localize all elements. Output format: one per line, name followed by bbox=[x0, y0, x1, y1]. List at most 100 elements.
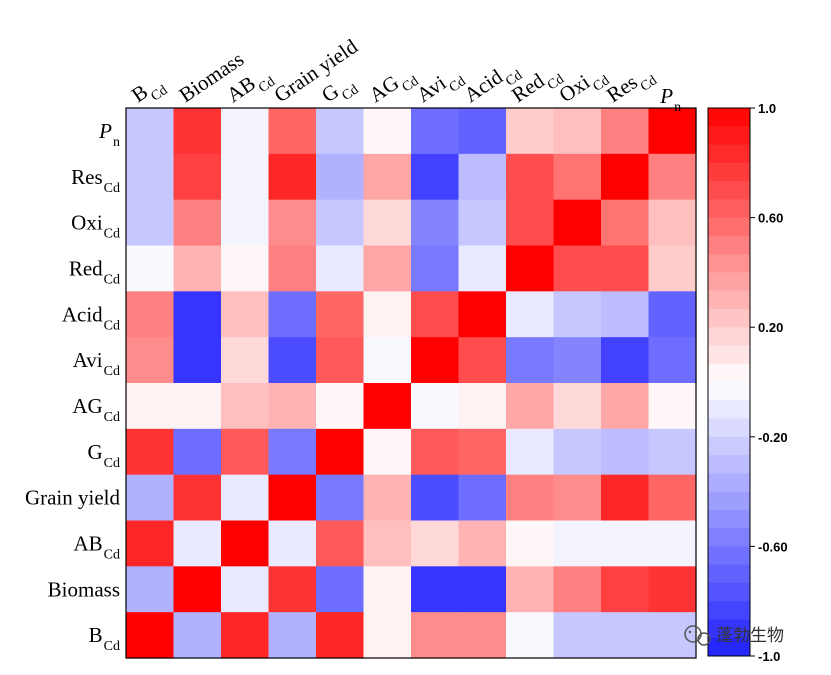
heatmap-cell bbox=[506, 245, 555, 292]
watermark: 蓬勃生物 bbox=[684, 625, 784, 646]
heatmap-cell bbox=[126, 199, 175, 247]
colorbar-tick-label: -0.60 bbox=[758, 539, 788, 554]
heatmap-cell bbox=[221, 383, 270, 430]
heatmap-cell bbox=[601, 245, 650, 292]
colorbar-step bbox=[708, 455, 750, 474]
colorbar-step bbox=[708, 126, 750, 146]
colorbar-step bbox=[708, 619, 750, 639]
heatmap-cell bbox=[126, 337, 175, 384]
heatmap-cell bbox=[601, 612, 650, 659]
colorbar-step bbox=[708, 144, 750, 164]
colorbar-step bbox=[708, 363, 750, 383]
heatmap-cell bbox=[458, 566, 507, 613]
heatmap-cell bbox=[363, 612, 412, 659]
heatmap-cell bbox=[173, 520, 222, 567]
heatmap-cell bbox=[363, 474, 412, 522]
heatmap-cell bbox=[126, 566, 175, 613]
heatmap-cell bbox=[458, 520, 507, 567]
heatmap-cell bbox=[173, 474, 222, 522]
colorbar-step bbox=[708, 564, 750, 584]
heatmap-cell bbox=[316, 153, 365, 201]
heatmap-cell bbox=[363, 199, 412, 247]
heatmap-cell bbox=[268, 612, 317, 659]
colorbar-step bbox=[708, 436, 750, 456]
colorbar-step bbox=[708, 601, 750, 620]
colorbar-step bbox=[708, 528, 750, 547]
heatmap-cell bbox=[648, 428, 697, 476]
heatmap-cell bbox=[553, 520, 602, 567]
heatmap-cell bbox=[173, 153, 222, 201]
heatmap-cell bbox=[411, 337, 460, 384]
y-axis-label: AGCd bbox=[72, 394, 120, 425]
heatmap-cell bbox=[173, 291, 222, 338]
heatmap-cell bbox=[411, 199, 460, 247]
heatmap-cell bbox=[316, 337, 365, 384]
heatmap-cell bbox=[411, 520, 460, 567]
heatmap-cell bbox=[363, 566, 412, 613]
heatmap-cell bbox=[601, 108, 650, 155]
heatmap-cell bbox=[126, 383, 175, 430]
heatmap-cell bbox=[648, 520, 697, 567]
heatmap-cell bbox=[506, 520, 555, 567]
colorbar-step bbox=[708, 491, 750, 511]
colorbar-step bbox=[708, 637, 750, 657]
heatmap-cell bbox=[506, 108, 555, 155]
heatmap-cell bbox=[648, 291, 697, 338]
heatmap-cell bbox=[221, 291, 270, 338]
heatmap-cell bbox=[648, 566, 697, 613]
heatmap-cell bbox=[601, 199, 650, 247]
y-axis-label: OxiCd bbox=[71, 211, 120, 242]
heatmap-cell bbox=[553, 612, 602, 659]
heatmap-cell bbox=[268, 291, 317, 338]
y-axis-label: Grain yield bbox=[25, 486, 121, 510]
heatmap-cell bbox=[601, 520, 650, 567]
heatmap-cell bbox=[363, 337, 412, 384]
colorbar-step bbox=[708, 345, 750, 365]
heatmap-cell bbox=[221, 108, 270, 155]
heatmap-cell bbox=[648, 108, 697, 155]
heatmap-cell bbox=[458, 383, 507, 430]
colorbar-step bbox=[708, 473, 750, 493]
heatmap-cell bbox=[126, 153, 175, 201]
y-axis-label: BCd bbox=[89, 623, 120, 654]
watermark-text: 蓬勃生物 bbox=[716, 626, 784, 646]
heatmap-cell bbox=[221, 428, 270, 476]
heatmap-cell bbox=[553, 566, 602, 613]
heatmap-border bbox=[125, 107, 697, 659]
colorbar-step bbox=[708, 162, 750, 182]
colorbar-step bbox=[708, 509, 750, 529]
heatmap-cell bbox=[411, 291, 460, 338]
heatmap-cell bbox=[126, 612, 175, 659]
colorbar-step bbox=[708, 254, 750, 273]
heatmap-cell bbox=[648, 337, 697, 384]
heatmap-cell bbox=[411, 245, 460, 292]
heatmap-cell bbox=[221, 199, 270, 247]
colorbar-step bbox=[708, 199, 750, 219]
heatmap-cell bbox=[458, 199, 507, 247]
heatmap-cell bbox=[553, 199, 602, 247]
colorbar-tick-label: 1.0 bbox=[758, 101, 776, 116]
heatmap-cell bbox=[363, 291, 412, 338]
heatmap-cell bbox=[268, 474, 317, 522]
heatmap-cell bbox=[316, 108, 365, 155]
heatmap-cell bbox=[458, 153, 507, 201]
colorbar-step bbox=[708, 582, 750, 602]
heatmap-cell bbox=[221, 566, 270, 613]
colorbar-step bbox=[708, 290, 750, 310]
heatmap-cell bbox=[268, 153, 317, 201]
colorbar-step bbox=[708, 418, 750, 438]
heatmap-cell bbox=[173, 612, 222, 659]
heatmap-cell bbox=[221, 153, 270, 201]
heatmap-cell bbox=[411, 153, 460, 201]
heatmap-cell bbox=[601, 291, 650, 338]
heatmap-cell bbox=[506, 383, 555, 430]
heatmap-cell bbox=[506, 153, 555, 201]
heatmap-cell bbox=[268, 566, 317, 613]
y-axis-labels: Pn ResCd OxiCd RedCd AcidCd AviCd AGCd GCd Grain… bbox=[25, 119, 121, 654]
colorbar-tick-label: -0.20 bbox=[758, 430, 788, 445]
heatmap-cell bbox=[126, 474, 175, 522]
heatmap-cell bbox=[411, 566, 460, 613]
y-axis-label: GCd bbox=[87, 440, 120, 471]
